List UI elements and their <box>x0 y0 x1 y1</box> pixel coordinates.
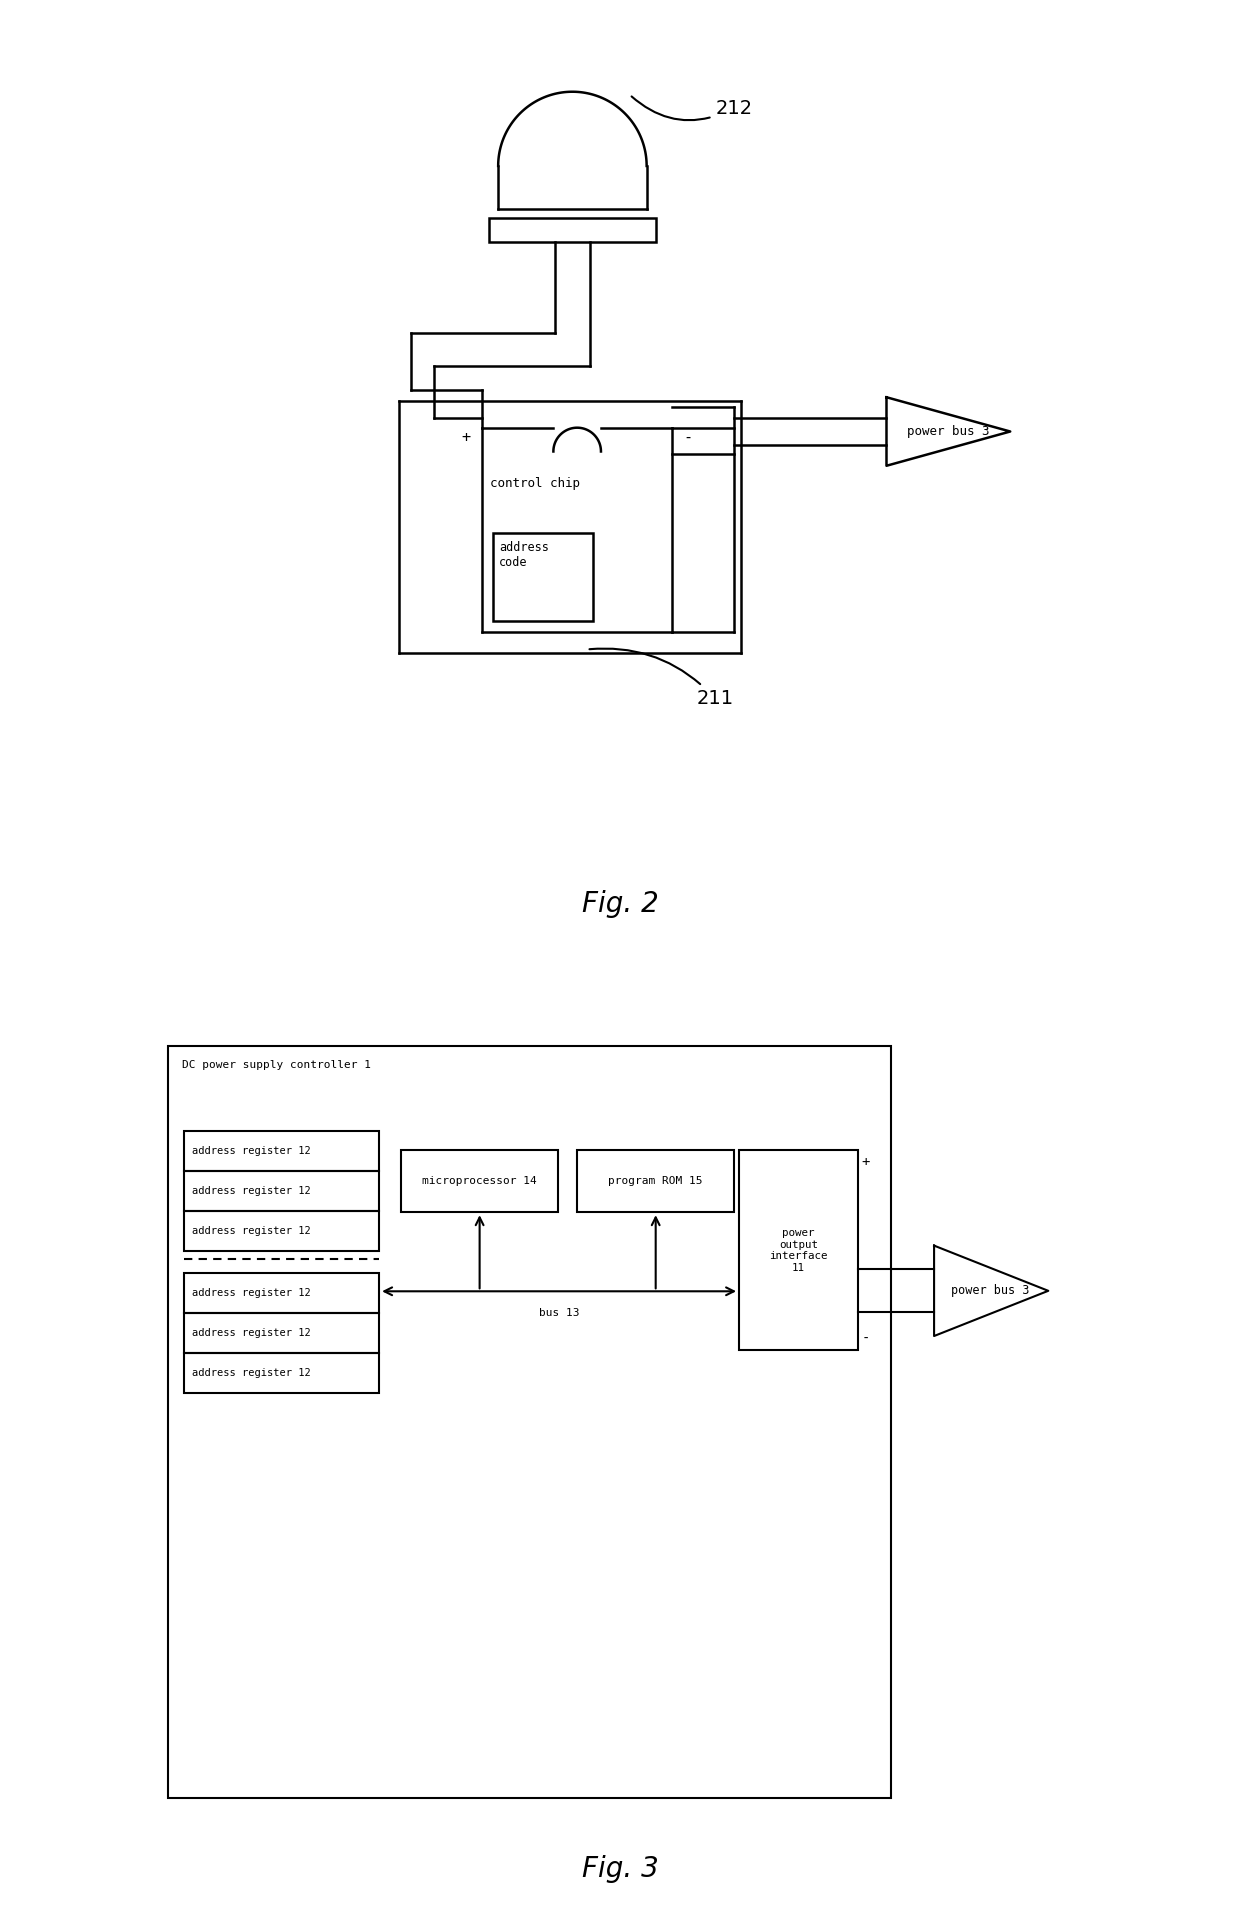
Bar <box>489 218 656 241</box>
Text: address register 12: address register 12 <box>192 1146 310 1157</box>
Text: address register 12: address register 12 <box>192 1226 310 1236</box>
Bar <box>739 1150 858 1351</box>
Bar <box>184 1353 379 1393</box>
Text: program ROM 15: program ROM 15 <box>609 1176 703 1186</box>
Text: Fig. 3: Fig. 3 <box>582 1855 658 1883</box>
Text: +: + <box>862 1155 870 1169</box>
Bar <box>184 1132 379 1171</box>
Text: address register 12: address register 12 <box>192 1368 310 1378</box>
Text: power
output
interface
11: power output interface 11 <box>769 1228 828 1272</box>
Text: address register 12: address register 12 <box>192 1288 310 1299</box>
Bar <box>184 1312 379 1353</box>
Text: +: + <box>461 429 470 445</box>
Text: address register 12: address register 12 <box>192 1186 310 1196</box>
Text: 211: 211 <box>589 648 733 707</box>
Text: microprocessor 14: microprocessor 14 <box>423 1176 537 1186</box>
Text: -: - <box>862 1332 870 1345</box>
Text: Fig. 2: Fig. 2 <box>582 889 658 918</box>
Text: 212: 212 <box>631 96 753 121</box>
Bar <box>494 533 594 621</box>
Text: address register 12: address register 12 <box>192 1328 310 1337</box>
Bar <box>184 1274 379 1312</box>
Bar <box>577 1150 734 1213</box>
Bar <box>401 1150 558 1213</box>
Text: control chip: control chip <box>490 477 579 490</box>
Bar <box>184 1171 379 1211</box>
Text: DC power supply controller 1: DC power supply controller 1 <box>182 1060 371 1069</box>
Text: bus 13: bus 13 <box>539 1309 579 1318</box>
Text: power bus 3: power bus 3 <box>908 425 990 439</box>
Text: power bus 3: power bus 3 <box>951 1284 1029 1297</box>
Text: address
code: address code <box>500 540 549 569</box>
Bar <box>167 1046 892 1797</box>
Text: -: - <box>683 429 693 445</box>
Bar <box>184 1211 379 1251</box>
